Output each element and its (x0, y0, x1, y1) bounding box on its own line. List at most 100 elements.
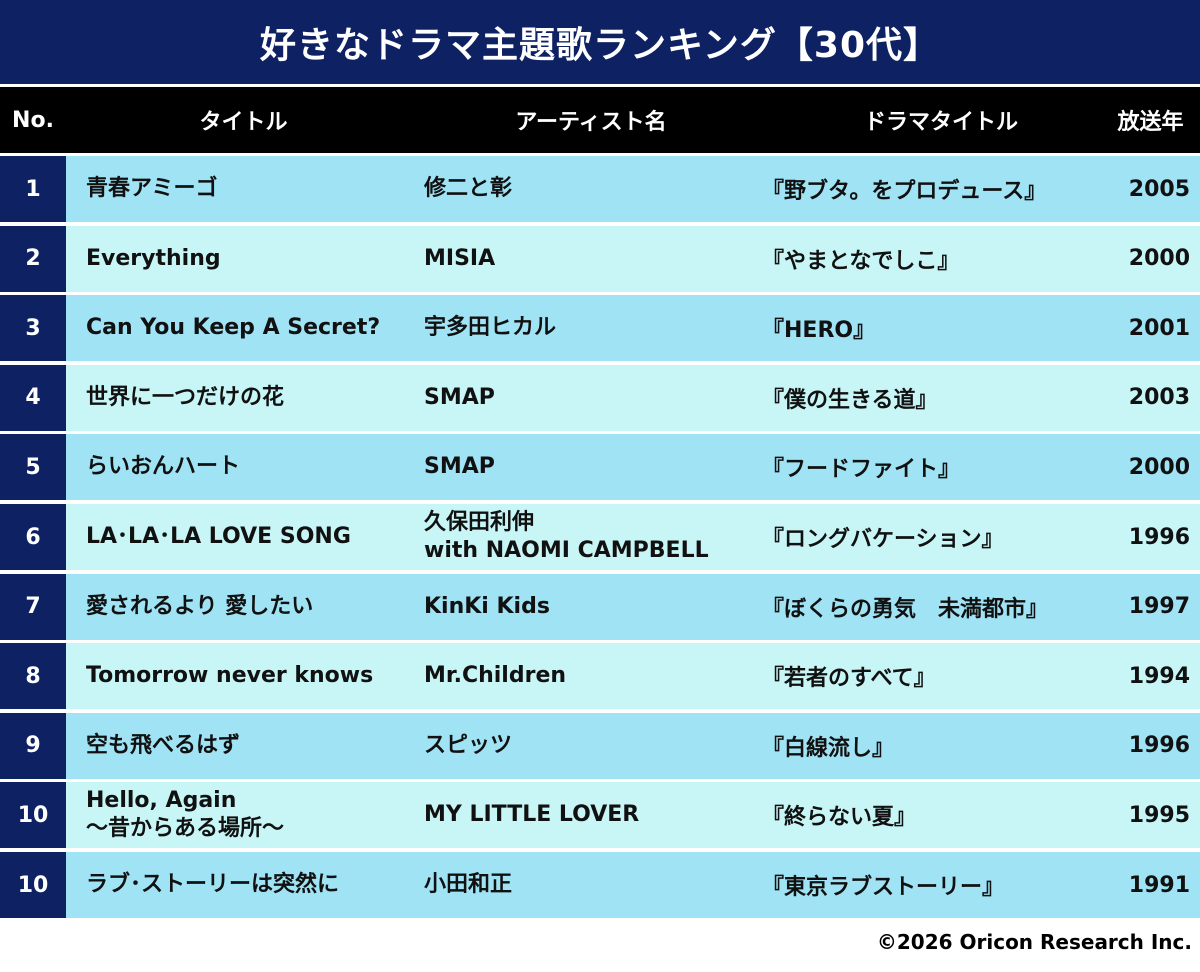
artist-name: SMAP (424, 434, 754, 500)
copyright: ©2026 Oricon Research Inc. (876, 930, 1192, 954)
artist-name: SMAP (424, 365, 754, 431)
artist-name-line: MY LITTLE LOVER (424, 802, 640, 828)
song-title-line: ラブ･ストーリーは突然に (86, 872, 340, 897)
song-title: 世界に一つだけの花 (86, 365, 421, 431)
header-artist: アーティスト名 (515, 110, 667, 135)
song-title-line: 青春アミーゴ (86, 176, 218, 201)
song-title: LA･LA･LA LOVE SONG (86, 504, 421, 570)
artist-name: MY LITTLE LOVER (424, 782, 754, 848)
rank-number: 6 (0, 504, 66, 570)
header-title: タイトル (199, 110, 288, 135)
table-row: 9 空も飛べるはず スピッツ 『白線流し』 1996 (0, 712, 1200, 779)
artist-name-line: with NAOMI CAMPBELL (424, 538, 709, 563)
row-background (66, 852, 1200, 918)
row-background (66, 434, 1200, 501)
artist-name-line: スピッツ (424, 732, 513, 758)
song-title-line: 世界に一つだけの花 (86, 384, 285, 410)
table-row: 10 Hello, Again 〜昔からある場所〜 MY LITTLE LOVER 『終… (0, 782, 1200, 849)
song-title: Can You Keep A Secret? (86, 295, 421, 361)
broadcast-year: 2003 (1128, 385, 1190, 411)
row-background (66, 782, 1200, 849)
song-title: ラブ･ストーリーは突然に (86, 852, 421, 918)
song-title-line: 空も飛べるはず (86, 732, 241, 758)
broadcast-year: 1995 (1128, 802, 1190, 828)
row-background (66, 364, 1200, 431)
rank-number: 10 (0, 782, 66, 849)
song-title-line: Can You Keep A Secret? (86, 315, 381, 341)
song-title-line: LA･LA･LA LOVE SONG (86, 524, 351, 549)
artist-name: KinKi Kids (424, 574, 754, 640)
table-row: 5 らいおんハート SMAP 『フードファイト』 2000 (0, 434, 1200, 501)
artist-name-line: SMAP (424, 454, 495, 480)
rank-number: 7 (0, 573, 66, 640)
table-row: 8 Tomorrow never knows Mr.Children 『若者のすべて』… (0, 643, 1200, 710)
row-background (66, 225, 1200, 292)
artist-name: 久保田利伸 with NAOMI CAMPBELL (424, 504, 754, 570)
rank-number: 2 (0, 225, 66, 292)
artist-name: スピッツ (424, 713, 754, 779)
artist-name: 宇多田ヒカル (424, 295, 754, 361)
song-title-line: Tomorrow never knows (86, 663, 374, 689)
drama-title: 『HERO』 (762, 318, 876, 344)
artist-name: Mr.Children (424, 643, 754, 709)
rank-number: 1 (0, 156, 66, 222)
broadcast-year: 1997 (1128, 594, 1190, 620)
song-title: らいおんハート (86, 434, 421, 500)
artist-name-line: 小田和正 (424, 872, 513, 897)
artist-name: MISIA (424, 226, 754, 292)
drama-title: 『白線流し』 (762, 735, 895, 761)
table-row: 4 世界に一つだけの花 SMAP 『僕の生きる道』 2003 (0, 364, 1200, 431)
rank-number: 9 (0, 712, 66, 779)
song-title: 愛されるより 愛したい (86, 574, 421, 640)
song-title-line: 愛されるより 愛したい (86, 593, 314, 619)
rank-number: 4 (0, 364, 66, 431)
broadcast-year: 2005 (1128, 176, 1190, 202)
rank-number: 10 (0, 852, 66, 918)
table-row: 2 Everything MISIA 『やまとなでしこ』 2000 (0, 225, 1200, 292)
broadcast-year: 1994 (1128, 663, 1190, 689)
artist-name: 修二と彰 (424, 156, 754, 222)
song-title-line: Everything (86, 245, 221, 271)
broadcast-year: 2001 (1128, 315, 1190, 341)
drama-title: 『終らない夏』 (762, 805, 917, 831)
row-background (66, 504, 1200, 570)
artist-name-line: SMAP (424, 384, 495, 410)
drama-title: 『ぼくらの勇気 未満都市』 (762, 596, 1049, 622)
song-title: 青春アミーゴ (86, 156, 421, 222)
table-row: 10 ラブ･ストーリーは突然に 小田和正 『東京ラブストーリー』 1991 (0, 852, 1200, 918)
artist-name-line: MISIA (424, 245, 496, 271)
row-background (66, 573, 1200, 640)
song-title: Tomorrow never knows (86, 643, 421, 709)
broadcast-year: 2000 (1128, 246, 1190, 272)
song-title: Hello, Again 〜昔からある場所〜 (86, 782, 421, 848)
rank-number: 5 (0, 434, 66, 501)
table-row: 1 青春アミーゴ 修二と彰 『野ブタ。をプロデュース』 2005 (0, 156, 1200, 222)
artist-name-line: 宇多田ヒカル (424, 315, 557, 341)
page-title: 好きなドラマ主題歌ランキング【30代】 (0, 0, 1200, 84)
artist-name-line: KinKi Kids (424, 593, 550, 619)
table-row: 6 LA･LA･LA LOVE SONG 久保田利伸 with NAOMI CAMPB… (0, 504, 1200, 570)
artist-name: 小田和正 (424, 852, 754, 918)
drama-title: 『やまとなでしこ』 (762, 248, 960, 274)
drama-title: 『東京ラブストーリー』 (762, 875, 1005, 900)
header-year: 放送年 (1117, 110, 1184, 135)
artist-name-line: 久保田利伸 (424, 510, 535, 535)
header-no: No. (12, 107, 54, 133)
song-title-line: Hello, Again (86, 788, 237, 814)
table-row: 3 Can You Keep A Secret? 宇多田ヒカル 『HERO』 2001 (0, 295, 1200, 362)
artist-name-line: 修二と彰 (424, 176, 513, 201)
broadcast-year: 1996 (1128, 733, 1190, 759)
artist-name-line: Mr.Children (424, 663, 567, 689)
row-background (66, 156, 1200, 222)
table-header: No. タイトル アーティスト名 ドラマタイトル 放送年 (0, 87, 1200, 153)
rank-number: 3 (0, 295, 66, 362)
drama-title: 『フードファイト』 (762, 457, 961, 483)
row-background (66, 643, 1200, 710)
song-title-line: 〜昔からある場所〜 (86, 816, 285, 842)
song-title: 空も飛べるはず (86, 713, 421, 779)
row-background (66, 712, 1200, 779)
song-title: Everything (86, 226, 421, 292)
broadcast-year: 1991 (1128, 872, 1190, 898)
song-title-line: らいおんハート (86, 454, 241, 480)
broadcast-year: 2000 (1128, 454, 1190, 480)
